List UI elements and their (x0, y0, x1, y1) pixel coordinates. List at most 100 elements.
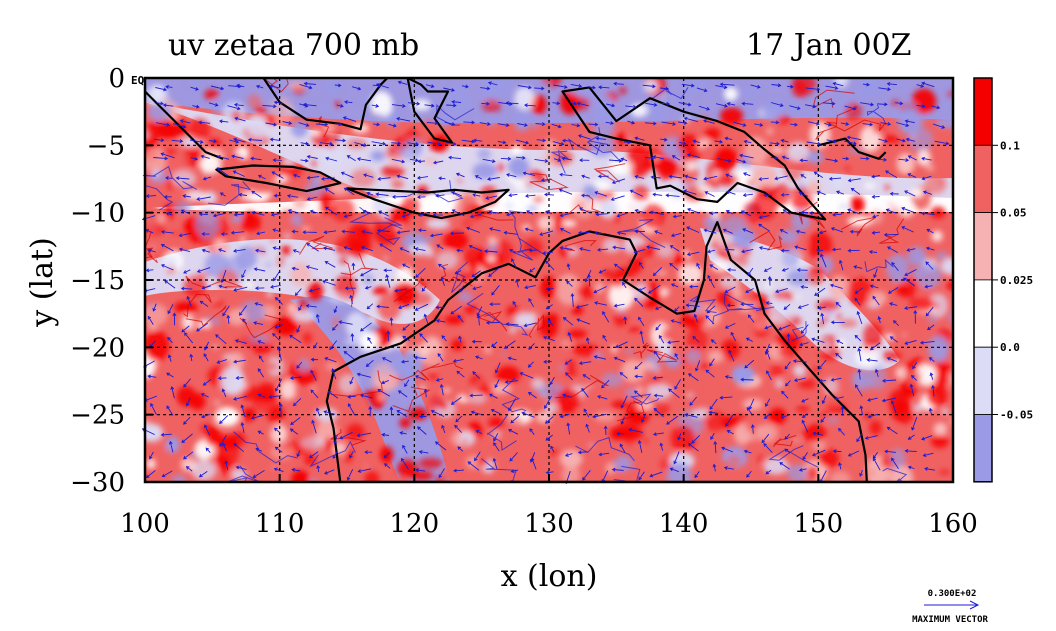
y-tick-label: −25 (70, 401, 125, 431)
wind-vector (383, 452, 391, 459)
wind-vector (686, 251, 700, 257)
wind-vector (153, 156, 169, 161)
wind-vector (832, 449, 842, 454)
wind-vector (332, 450, 338, 459)
wind-vector (432, 160, 444, 165)
wind-vector (430, 409, 445, 417)
wind-vector (180, 286, 193, 291)
wind-vector (836, 339, 844, 345)
wind-vector (362, 209, 372, 215)
wind-vector (488, 267, 499, 277)
wind-vector (922, 190, 932, 195)
wind-vector (375, 83, 390, 89)
wind-vector (847, 208, 860, 215)
wind-vector (150, 402, 157, 415)
chart-date: 17 Jan 00Z (746, 28, 912, 63)
wind-vector (463, 120, 476, 125)
wind-vector (437, 263, 446, 270)
wind-vector (509, 248, 516, 253)
wind-vector (257, 368, 264, 378)
wind-vector (771, 83, 782, 88)
wind-vector (934, 140, 950, 146)
wind-vector (364, 450, 373, 455)
wind-vector (509, 452, 518, 462)
wind-vector (764, 325, 772, 330)
wind-vector (793, 377, 806, 383)
wind-vector (885, 170, 898, 179)
wind-vector (327, 390, 339, 399)
wind-vector (305, 265, 319, 271)
wind-vector (489, 302, 501, 307)
wind-vector (847, 450, 860, 457)
wind-vector (545, 260, 555, 271)
wind-vector (323, 246, 336, 251)
wind-vector (292, 173, 301, 178)
wind-vector (741, 248, 754, 254)
wind-vector (660, 137, 668, 142)
wind-vector (800, 210, 808, 215)
wind-vector (801, 419, 809, 433)
corner-label: EQ (131, 74, 145, 87)
wind-vector (570, 83, 583, 88)
wind-vector (167, 354, 172, 362)
wind-vector (709, 398, 718, 410)
wind-vector (233, 248, 246, 253)
wind-vector (553, 84, 568, 89)
wind-vector (857, 347, 862, 362)
wind-vector (812, 431, 824, 436)
wind-vector (834, 396, 844, 401)
wind-vector (645, 156, 655, 161)
wind-vector (683, 116, 698, 123)
wind-vector (646, 245, 660, 250)
wind-vector (435, 377, 444, 382)
wind-vector (668, 388, 680, 399)
wind-vector (601, 379, 610, 389)
wind-vector (273, 270, 281, 282)
wind-vector (594, 301, 607, 306)
wind-vector (847, 178, 861, 183)
wind-vector (926, 324, 935, 331)
wind-vector (597, 247, 609, 252)
wind-vector (336, 103, 344, 108)
wind-vector (474, 175, 483, 180)
wind-vector (171, 139, 184, 144)
wind-vector (693, 313, 698, 323)
wind-vector (160, 152, 175, 159)
wind-vector (290, 417, 301, 426)
wind-vector (526, 210, 534, 215)
wind-vector (216, 359, 227, 364)
wind-vector (331, 368, 337, 380)
wind-vector (778, 324, 791, 331)
wind-vector (275, 378, 283, 392)
wind-vector (678, 102, 692, 107)
wind-vector (468, 244, 483, 252)
wind-vector (620, 157, 628, 162)
wind-vector (577, 134, 591, 140)
wind-vector (209, 139, 218, 144)
wind-vector (816, 190, 826, 196)
wind-vector (712, 463, 717, 472)
wind-vector (333, 434, 338, 445)
wind-vector (666, 415, 679, 425)
wind-vector (593, 286, 607, 294)
wind-vector (388, 123, 397, 128)
wind-vector (577, 230, 591, 235)
wind-vector (456, 248, 464, 253)
wind-vector (511, 258, 517, 268)
wind-vector (381, 357, 392, 363)
wind-vector (278, 403, 283, 417)
colorbar-label: 0.1 (1000, 139, 1020, 152)
wind-vector (619, 443, 626, 453)
wind-vector (724, 375, 733, 379)
wind-vector (703, 228, 717, 234)
wind-vector (854, 334, 862, 342)
wind-vector (446, 141, 457, 146)
wind-vector (257, 174, 266, 180)
wind-vector (232, 170, 245, 177)
wind-vector (349, 294, 354, 304)
wind-vector (825, 85, 839, 90)
wind-vector (202, 176, 212, 181)
wind-vector (874, 368, 879, 377)
wind-vector (926, 228, 934, 234)
wind-vector (705, 315, 715, 325)
